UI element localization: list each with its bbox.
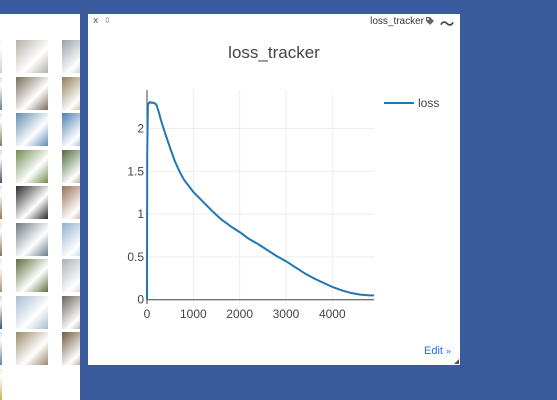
x-tick-label: 1000	[180, 307, 207, 321]
edit-arrow-icon: »	[446, 346, 452, 356]
thumbnail-bird	[62, 149, 80, 183]
thumbnail-frog	[62, 76, 80, 110]
thumbnail-cat	[62, 295, 80, 329]
window-titlebar[interactable]: x ⇩ loss_tracker 〜	[88, 14, 460, 33]
series-line-loss	[146, 101, 374, 300]
thumbnail-frog	[16, 259, 48, 292]
thumbnail-deer	[0, 113, 2, 146]
loss-chart: loss_tracker 0 1000 2000 3000 4000 0 0.5 1 1.5 2 lo…	[127, 43, 439, 321]
thumbnail-airplane	[0, 332, 2, 365]
edit-label: Edit	[424, 345, 443, 357]
thumbnail-dog	[0, 259, 2, 292]
thumbnail-airplane	[62, 113, 80, 146]
thumbnail-dog	[62, 186, 80, 219]
legend-label: loss	[418, 96, 439, 110]
y-tick-label: 0	[137, 293, 144, 307]
y-tick-label: 1.5	[127, 164, 144, 178]
thumbnail-horse	[16, 186, 48, 219]
thumbnail-truck	[0, 368, 2, 400]
thumbnail-bird	[16, 40, 48, 73]
thumbnail-ship	[62, 222, 80, 256]
x-tick-label: 0	[144, 307, 151, 321]
thumbnail-airplane	[16, 295, 48, 329]
image-grid-window	[0, 14, 80, 400]
thumbnail-bird	[16, 149, 48, 183]
chart-title: loss_tracker	[228, 43, 320, 62]
resize-handle-icon[interactable]	[454, 359, 459, 364]
thumbnail-truck	[62, 259, 80, 292]
thumbnail-cat	[16, 76, 48, 110]
tag-icon[interactable]	[425, 16, 435, 26]
thumbnail-deer	[0, 222, 2, 256]
thumbnail-ship	[16, 113, 48, 146]
thumbnail-airplane	[0, 40, 2, 73]
y-tick-label: 0.5	[127, 250, 144, 264]
y-tick-label: 2	[137, 122, 144, 136]
thumbnail-car	[62, 40, 80, 73]
y-tick-label: 1	[137, 207, 144, 221]
x-tick-label: 3000	[273, 307, 300, 321]
thumbnail-car	[0, 149, 2, 183]
plot-window: x ⇩ loss_tracker 〜 loss_tracker 0 1000 2000…	[88, 14, 460, 365]
thumbnail-bird	[16, 332, 48, 365]
window-title: loss_tracker	[370, 16, 424, 27]
x-tick-label: 4000	[319, 307, 346, 321]
smoothing-icon[interactable]: 〜	[440, 17, 454, 33]
thumbnail-frog	[0, 186, 2, 219]
download-icon[interactable]: ⇩	[104, 16, 111, 25]
thumbnail-deer	[62, 332, 80, 365]
thumbnail-car	[0, 76, 2, 110]
x-tick-label: 2000	[226, 307, 253, 321]
close-button[interactable]: x	[93, 16, 99, 26]
thumbnail-ship	[0, 295, 2, 329]
edit-link[interactable]: Edit »	[424, 345, 451, 357]
thumbnail-truck	[16, 222, 48, 256]
